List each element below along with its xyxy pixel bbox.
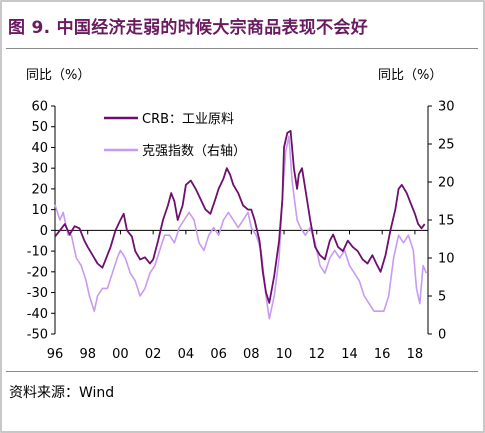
series-line-crb <box>54 129 426 304</box>
left-tick-label: 10 <box>31 203 48 218</box>
x-tick-label: 08 <box>243 347 260 362</box>
x-tick-label: 02 <box>145 347 162 362</box>
title-divider <box>6 48 478 49</box>
left-tick-label: -10 <box>27 245 48 260</box>
right-tick-label: 30 <box>438 100 455 115</box>
series-line-keqiang <box>54 135 428 320</box>
x-tick-label: 00 <box>112 347 129 362</box>
right-tick-label: 20 <box>438 176 455 191</box>
source-divider <box>6 371 478 372</box>
chart-title: 图 9. 中国经济走弱的时候大宗商品表现不会好 <box>8 18 369 38</box>
x-tick-label: 96 <box>47 347 64 362</box>
right-tick-label: 25 <box>438 138 455 153</box>
right-tick-label: 15 <box>438 214 455 229</box>
left-tick-label: 20 <box>31 182 48 197</box>
left-tick-label: 50 <box>31 120 48 135</box>
source-note: 资料来源：Wind <box>9 385 115 401</box>
right-axis-label: 同比（%） <box>378 68 442 83</box>
x-tick-label: 98 <box>79 347 96 362</box>
x-tick-label: 18 <box>407 347 424 362</box>
left-axis-label: 同比（%） <box>26 68 90 83</box>
left-tick-label: -20 <box>27 265 48 280</box>
right-tick-label: 5 <box>438 290 446 305</box>
left-tick-label: -50 <box>27 328 48 343</box>
x-tick-label: 04 <box>178 347 195 362</box>
legend-label: 克强指数（右轴） <box>142 144 246 159</box>
x-tick-label: 16 <box>374 347 391 362</box>
left-tick-label: 60 <box>31 100 48 115</box>
left-tick-label: -40 <box>27 307 48 322</box>
legend-label: CRB：工业原料 <box>142 112 234 127</box>
left-tick-label: 0 <box>40 224 48 239</box>
left-tick-label: -30 <box>27 286 48 301</box>
x-tick-label: 06 <box>210 347 227 362</box>
x-tick-label: 14 <box>341 347 358 362</box>
right-tick-label: 0 <box>438 328 446 343</box>
left-tick-label: 30 <box>31 162 48 177</box>
x-tick-label: 10 <box>276 347 293 362</box>
right-tick-label: 10 <box>438 252 455 267</box>
left-tick-label: 40 <box>31 141 48 156</box>
x-tick-label: 12 <box>308 347 325 362</box>
